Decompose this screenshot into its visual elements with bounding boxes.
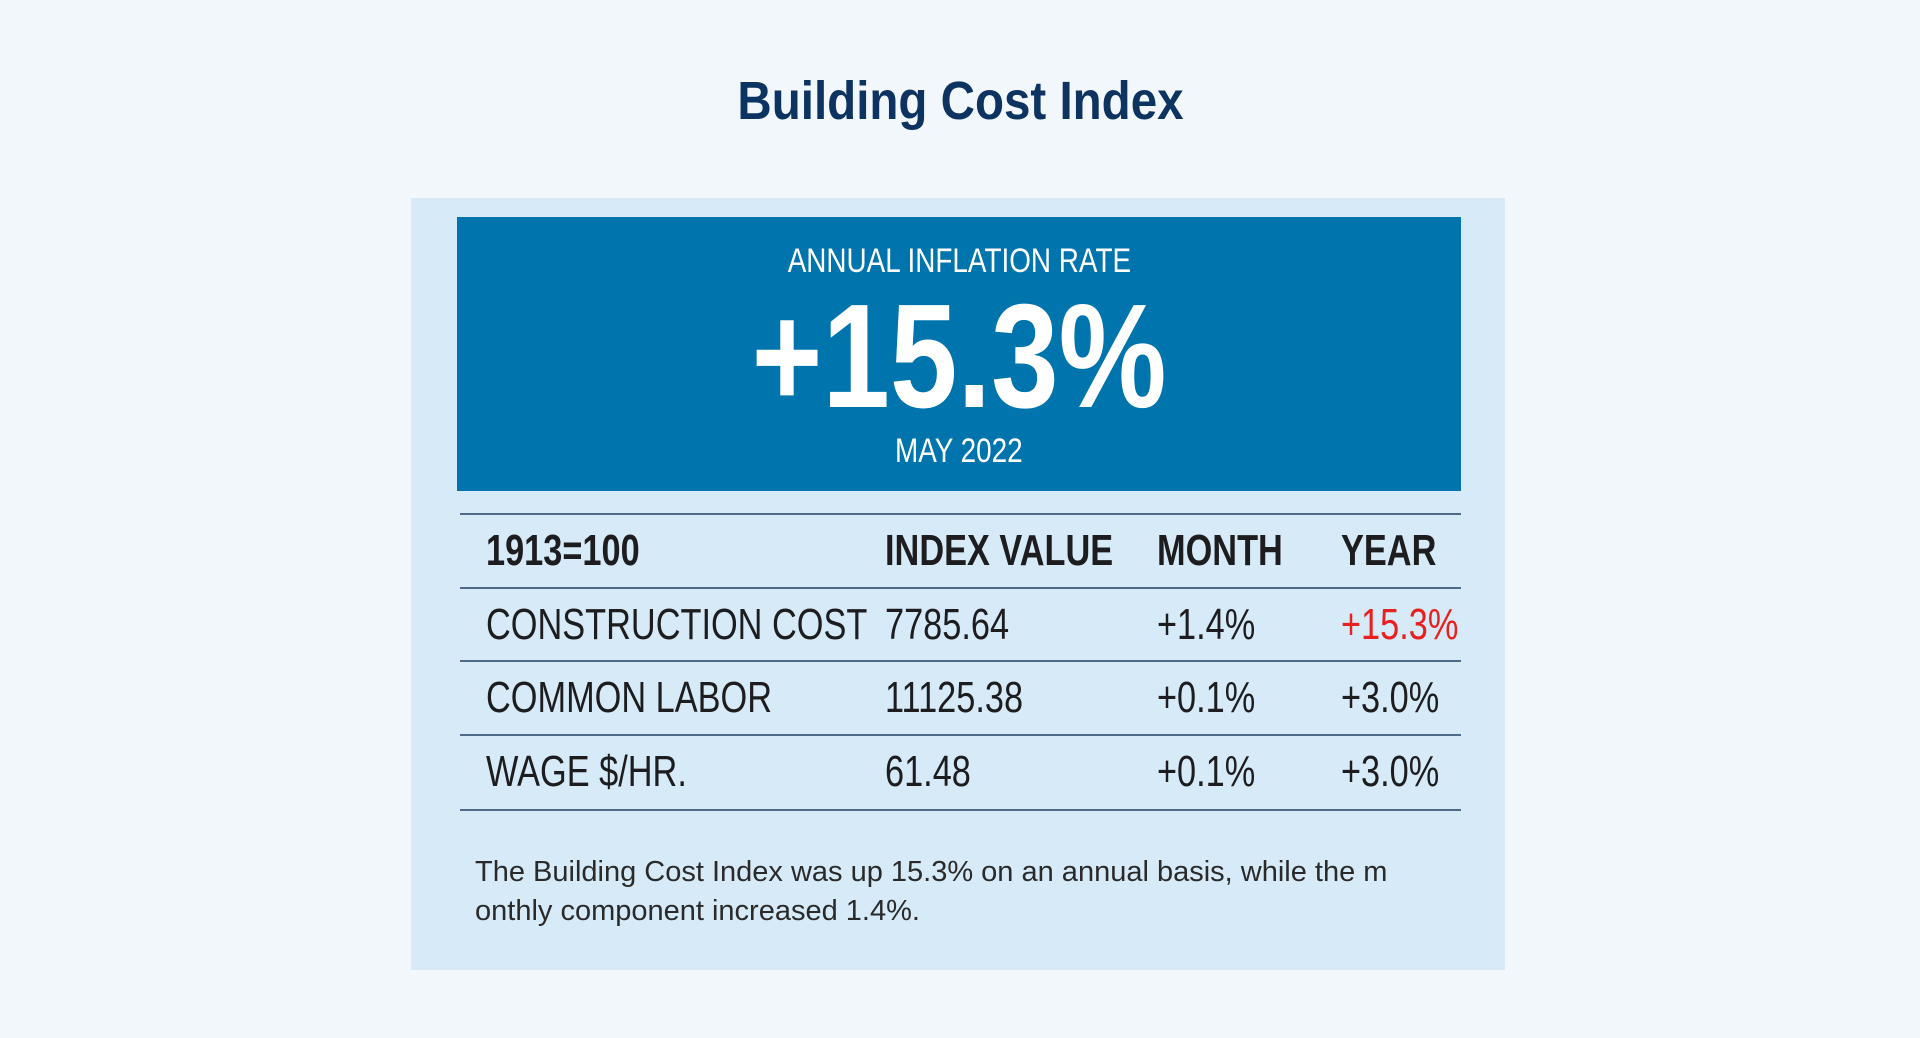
caption: The Building Cost Index was up 15.3% on … [475, 856, 1388, 927]
index-value: 61.48 [885, 747, 971, 796]
row-label: COMMON LABOR [486, 673, 773, 722]
page-title: Building Cost Index [736, 71, 1184, 131]
inflation-banner: ANNUAL INFLATION RATE +15.3% MAY 2022 [457, 217, 1461, 491]
year-change: +3.0% [1341, 747, 1440, 796]
table-row: COMMON LABOR 11125.38 +0.1% +3.0% [460, 660, 1461, 735]
month-change: +0.1% [1157, 747, 1256, 796]
index-value: 11125.38 [885, 673, 1024, 722]
table-row: CONSTRUCTION COST 7785.64 +1.4% +15.3% [460, 587, 1461, 662]
header-base: 1913=100 [486, 526, 640, 575]
year-change: +3.0% [1341, 673, 1440, 722]
header-year: YEAR [1341, 526, 1437, 575]
row-label: WAGE $/HR. [486, 747, 687, 796]
inflation-date: MAY 2022 [895, 432, 1023, 470]
index-value: 7785.64 [885, 600, 1010, 649]
year-change: +15.3% [1341, 600, 1459, 649]
inflation-label: ANNUAL INFLATION RATE [787, 242, 1131, 280]
header-month: MONTH [1157, 526, 1283, 575]
inflation-value: +15.3% [751, 274, 1167, 439]
header-index-value: INDEX VALUE [885, 526, 1114, 575]
row-label: CONSTRUCTION COST [486, 600, 868, 649]
index-panel: ANNUAL INFLATION RATE +15.3% MAY 2022 19… [411, 198, 1505, 970]
table-row: WAGE $/HR. 61.48 +0.1% +3.0% [460, 734, 1461, 811]
month-change: +1.4% [1157, 600, 1256, 649]
month-change: +0.1% [1157, 673, 1256, 722]
table-header: 1913=100 INDEX VALUE MONTH YEAR [460, 513, 1461, 588]
